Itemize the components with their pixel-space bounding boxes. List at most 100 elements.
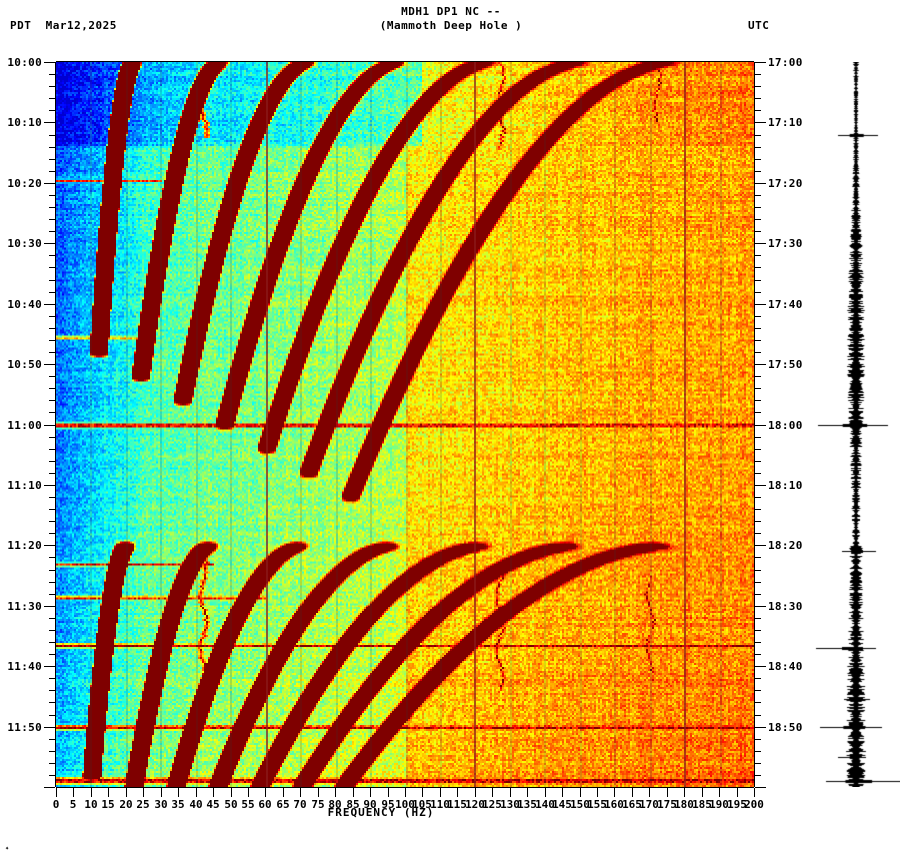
ytick-right: [755, 630, 761, 631]
xtick: [108, 788, 109, 797]
xtick-label: 170: [639, 798, 659, 811]
ytick-left: [49, 570, 55, 571]
station-title-line2: (Mammoth Deep Hole ): [379, 19, 523, 32]
ytick-right: [755, 388, 761, 389]
ytick-left: [44, 62, 55, 63]
xtick-label: 105: [412, 798, 432, 811]
xtick-label: 115: [447, 798, 467, 811]
ytick-right: [755, 473, 761, 474]
corner-mark: ✦: [5, 844, 10, 852]
xtick: [353, 788, 354, 797]
ytick-right: [755, 364, 766, 365]
ytick-label-utc: 17:50: [768, 358, 803, 371]
ytick-label-utc: 17:40: [768, 298, 803, 311]
xtick-label: 140: [535, 798, 555, 811]
ytick-left: [49, 497, 55, 498]
ytick-right: [755, 316, 761, 317]
xtick: [440, 788, 441, 797]
xtick-label: 150: [570, 798, 590, 811]
ytick-left: [44, 425, 55, 426]
xtick: [422, 788, 423, 797]
ytick-right: [755, 207, 761, 208]
xtick-label: 130: [500, 798, 520, 811]
ytick-left: [49, 171, 55, 172]
ytick-left: [49, 74, 55, 75]
ytick-label-utc: 18:30: [768, 600, 803, 613]
ytick-label-utc: 18:00: [768, 419, 803, 432]
ytick-right: [755, 533, 761, 534]
ytick-right: [755, 280, 761, 281]
xtick: [370, 788, 371, 797]
ytick-left: [49, 702, 55, 703]
xtick-label: 40: [189, 798, 203, 811]
ytick-right: [755, 412, 761, 413]
ytick-left: [49, 219, 55, 220]
ytick-left: [49, 557, 55, 558]
ytick-right: [755, 98, 761, 99]
ytick-right: [755, 195, 761, 196]
xtick-label: 65: [276, 798, 290, 811]
xtick-label: 200: [744, 798, 764, 811]
ytick-left: [44, 666, 55, 667]
ytick-label-utc: 17:00: [768, 56, 803, 69]
ytick-left: [49, 763, 55, 764]
ytick-right: [755, 425, 766, 426]
ytick-left: [49, 521, 55, 522]
xtick: [73, 788, 74, 797]
xtick: [231, 788, 232, 797]
ytick-label-pdt: 11:10: [7, 479, 42, 492]
ytick-left: [49, 618, 55, 619]
xtick: [510, 788, 511, 797]
xtick-label: 110: [430, 798, 450, 811]
xtick-label: 0: [52, 798, 60, 811]
xtick: [614, 788, 615, 797]
xtick-label: 100: [395, 798, 415, 811]
ytick-left: [49, 509, 55, 510]
ytick-left: [49, 654, 55, 655]
ytick-label-pdt: 11:20: [7, 539, 42, 552]
left-timezone-date-label: PDT Mar12,2025: [10, 19, 117, 32]
xtick-label: 155: [587, 798, 607, 811]
ytick-left: [49, 86, 55, 87]
ytick-left: [49, 449, 55, 450]
yaxis-left-spine: [55, 62, 56, 787]
ytick-left: [44, 122, 55, 123]
xtick-label: 135: [517, 798, 537, 811]
spectrogram-image[interactable]: [56, 62, 754, 787]
ytick-left: [49, 533, 55, 534]
ytick-right: [755, 654, 761, 655]
ytick-left: [44, 304, 55, 305]
ytick-right: [755, 86, 761, 87]
ytick-left: [49, 267, 55, 268]
ytick-right: [755, 702, 761, 703]
ytick-right: [755, 594, 761, 595]
ytick-left: [49, 690, 55, 691]
ytick-left: [49, 255, 55, 256]
helicorder-trace: [812, 62, 900, 787]
ytick-label-pdt: 11:00: [7, 419, 42, 432]
xtick-label: 90: [363, 798, 377, 811]
ytick-right: [755, 159, 761, 160]
ytick-right: [755, 267, 761, 268]
xtick-label: 5: [69, 798, 77, 811]
ytick-right: [755, 485, 766, 486]
ytick-right: [755, 171, 761, 172]
ytick-right: [755, 690, 761, 691]
ytick-right: [755, 400, 761, 401]
ytick-left: [49, 400, 55, 401]
xtick: [702, 788, 703, 797]
ytick-left: [49, 328, 55, 329]
ytick-left: [49, 437, 55, 438]
xtick-label: 25: [136, 798, 150, 811]
xtick: [283, 788, 284, 797]
ytick-label-pdt: 10:40: [7, 298, 42, 311]
ytick-left: [49, 412, 55, 413]
ytick-label-pdt: 10:30: [7, 237, 42, 250]
xtick: [562, 788, 563, 797]
ytick-left: [49, 340, 55, 341]
ytick-left: [49, 715, 55, 716]
ytick-right: [755, 606, 766, 607]
spectrogram-plot[interactable]: [56, 62, 754, 787]
ytick-right: [755, 122, 766, 123]
right-timezone-label: UTC: [748, 19, 770, 32]
